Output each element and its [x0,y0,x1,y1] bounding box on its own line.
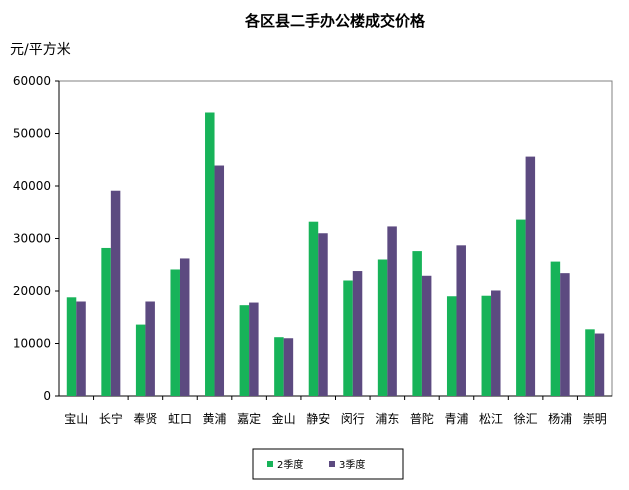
y-tick-label: 40000 [13,179,51,193]
x-tick-label: 崇明 [583,412,607,426]
bar [283,338,294,396]
bar [110,190,121,396]
legend: 2季度 3季度 [252,448,404,480]
legend-label: 3季度 [339,458,365,471]
y-tick-label: 30000 [13,232,51,246]
bar [239,305,250,396]
bar [387,226,397,396]
legend-swatch [267,461,273,467]
bar [179,258,190,396]
x-tick-label: 嘉定 [237,411,261,426]
bar [377,259,388,396]
bar [550,261,561,396]
y-tick-label: 0 [43,389,51,403]
bar [308,221,319,396]
bar [594,333,605,396]
chart-title: 各区县二手办公楼成交价格 [244,12,426,30]
bar [66,297,77,396]
x-tick-label: 静安 [306,411,330,426]
legend-label: 2季度 [277,458,303,471]
bar [145,301,155,396]
bar [516,219,526,396]
legend-swatch [329,461,335,467]
x-tick-label: 金山 [272,411,296,426]
bar [318,233,328,396]
x-tick-label: 青浦 [444,412,468,426]
x-tick-label: 杨浦 [548,411,572,426]
bar [170,269,180,396]
x-tick-label: 松江 [479,412,503,426]
bar [481,295,492,396]
bar [274,337,284,396]
bar [491,290,501,396]
y-tick-label: 50000 [13,127,51,141]
x-tick-label: 普陀 [410,411,434,426]
y-tick-label: 10000 [13,337,51,351]
bar [446,296,457,396]
bar [352,271,363,396]
bar [76,301,86,396]
bar [560,273,570,396]
y-tick-label: 60000 [13,74,51,88]
x-tick-label: 闵行 [341,411,365,426]
bar [585,329,595,396]
bar [249,302,259,396]
x-tick-label: 宝山 [64,412,88,426]
x-tick-label: 徐汇 [514,411,538,426]
x-tick-label: 奉贤 [133,412,157,426]
bar [214,165,225,396]
bar [412,251,422,396]
bar [456,245,466,396]
x-tick-label: 浦东 [375,412,399,426]
y-axis-unit-label: 元/平方米 [10,42,71,58]
plot-area: 0 10000 20000 30000 40000 50000 60000 宝山 长宁 奉贤 虹口黄… [13,74,613,426]
bar [135,324,146,396]
bar [421,275,432,396]
legend-box [252,448,404,480]
x-tick-label: 黄浦 [203,412,227,426]
bar [525,156,536,396]
bar [101,247,111,396]
y-tick-label: 20000 [13,284,51,298]
x-tick-label: 长宁 [99,411,123,426]
bar [343,280,353,396]
x-tick-label: 虹口 [168,412,192,426]
bar [205,112,215,396]
